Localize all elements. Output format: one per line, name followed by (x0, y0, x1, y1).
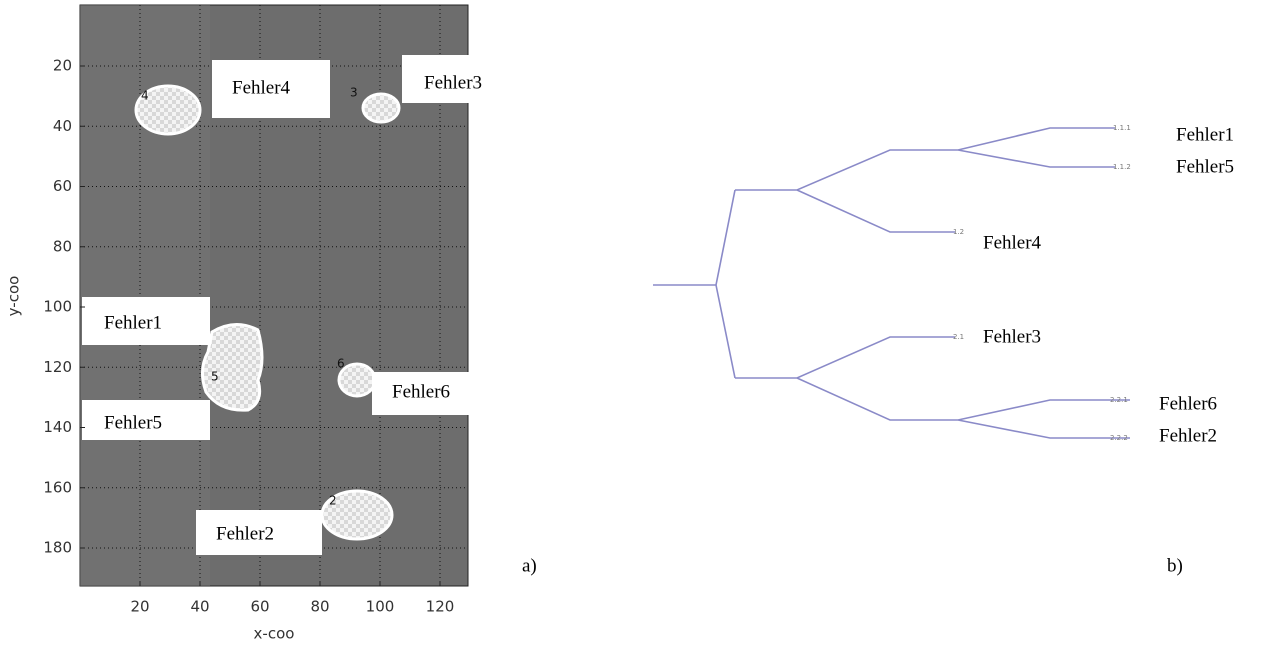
node-id: 1.1.2 (1113, 163, 1131, 171)
node-id: 2.1 (953, 333, 964, 341)
defect-label: Fehler2 (216, 523, 274, 544)
y-tick-label: 80 (53, 237, 72, 255)
figure: 4 3 5 6 2 Fehler4 Fehler3 Fehler1 Fehler… (0, 0, 1272, 645)
x-tick-label: 100 (366, 598, 395, 616)
y-tick-label: 180 (43, 539, 72, 557)
blob-number: 3 (350, 86, 358, 100)
node-id: 2.2.2 (1110, 434, 1128, 442)
node-id: 1.1.1 (1113, 124, 1131, 132)
defect-label: Fehler6 (1159, 393, 1217, 414)
y-tick-label: 120 (43, 358, 72, 376)
defect-label: Fehler4 (232, 77, 291, 98)
x-axis-label: x-coo (254, 625, 295, 643)
y-tick-label: 100 (43, 298, 72, 316)
blob-number: 4 (141, 89, 149, 103)
defect-label: Fehler6 (392, 381, 450, 402)
blob-number: 2 (329, 494, 337, 508)
tree-branch (653, 128, 1130, 438)
panel-label: a) (522, 555, 537, 576)
defect-label: Fehler3 (983, 326, 1041, 347)
panel-b: 1.1.1 1.1.2 1.2 2.1 2.2.1 2.2.2 Fehler1 … (653, 124, 1234, 576)
defect-label: Fehler3 (424, 72, 482, 93)
defect-label: Fehler5 (1176, 156, 1234, 177)
x-tick-label: 120 (426, 598, 455, 616)
node-id: 2.2.1 (1110, 396, 1128, 404)
defect-blob (202, 324, 262, 410)
defect-label: Fehler1 (1176, 124, 1234, 145)
node-id: 1.2 (953, 228, 964, 236)
defect-label: Fehler4 (983, 232, 1042, 253)
panel-label: b) (1167, 555, 1183, 576)
defect-label: Fehler1 (104, 312, 162, 333)
blob-number: 6 (337, 357, 345, 371)
x-tick-label: 20 (130, 598, 149, 616)
x-tick-label: 40 (190, 598, 209, 616)
blob-number: 5 (211, 370, 219, 384)
defect-label: Fehler5 (104, 412, 162, 433)
x-tick-label: 80 (310, 598, 329, 616)
y-tick-label: 160 (43, 478, 72, 496)
y-tick-label: 60 (53, 177, 72, 195)
defect-blob (363, 94, 399, 122)
y-tick-label: 140 (43, 418, 72, 436)
y-axis-label: y-coo (5, 276, 23, 317)
x-tick-label: 60 (250, 598, 269, 616)
defect-label: Fehler2 (1159, 425, 1217, 446)
panel-a: 4 3 5 6 2 Fehler4 Fehler3 Fehler1 Fehler… (5, 5, 537, 643)
y-tick-label: 20 (53, 57, 72, 75)
y-tick-label: 40 (53, 117, 72, 135)
